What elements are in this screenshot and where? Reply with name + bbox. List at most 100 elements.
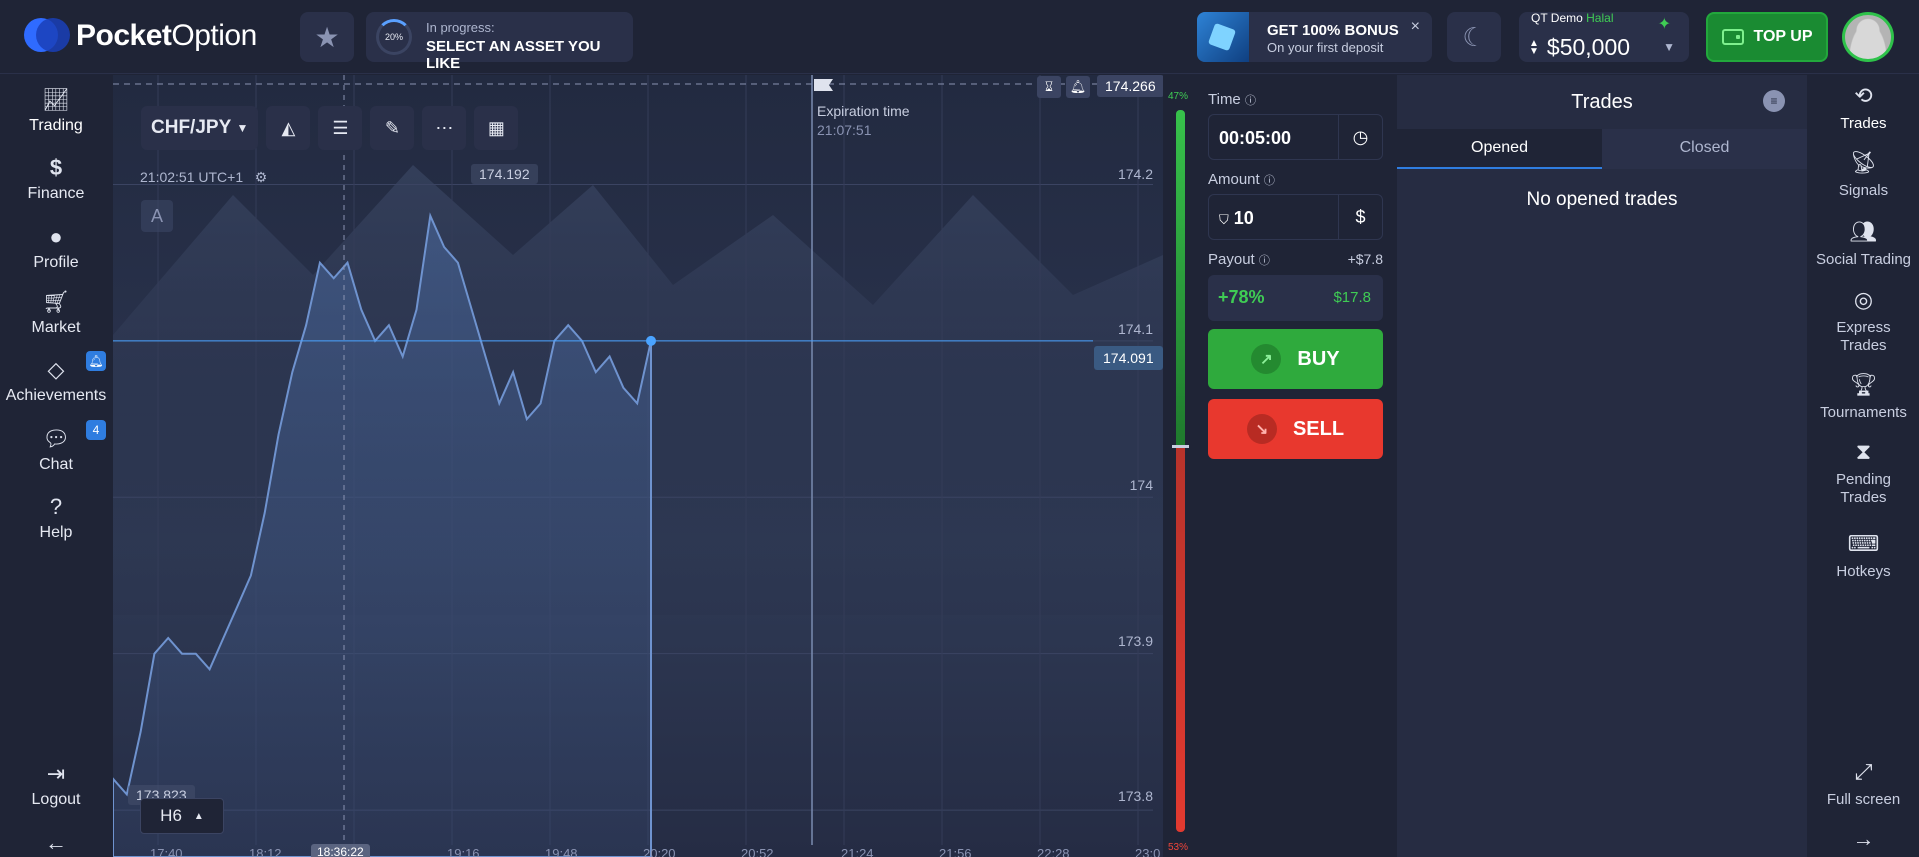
x-tick: 18:12 [249,846,282,857]
gear-icon[interactable]: ⚙ [254,169,268,185]
dollar-circle-icon[interactable]: $ [1338,195,1382,239]
cursor-time-tag: 18:36:22 [311,844,370,857]
fullscreen-icon: ⤢ [1854,759,1873,784]
theme-toggle-button[interactable]: ☾ [1447,12,1501,62]
shield-icon: ⛉ [1219,212,1229,227]
logo[interactable]: PocketOption [24,16,257,56]
help-circle-icon: ⓘ [1244,95,1256,107]
sidebar-item-market[interactable]: 🛒︎ Market [0,289,112,337]
payout-amount: $17.8 [1333,289,1371,306]
sidebar-item-fullscreen[interactable]: ⤢ Full screen [1808,759,1919,809]
avatar[interactable] [1842,12,1894,62]
gift-icon [1197,12,1249,62]
sentiment-down: 53% [1168,842,1189,853]
star-icon: ★ [314,21,340,53]
chat-icon: 💬︎ [42,426,70,451]
notification-bell-icon[interactable]: 🔔︎ [86,351,106,371]
close-icon[interactable]: × [1410,18,1420,35]
payout-box: +78% $17.8 [1208,275,1383,321]
x-tick: 19:48 [545,846,578,857]
sentiment-down-bar [1176,447,1185,832]
left-sidebar: 📈︎ Trading $ Finance ● Profile 🛒︎ Market ◇ Ac… [0,75,112,857]
sidebar-item-signals[interactable]: 📡︎ Signals [1808,152,1919,200]
asset-selector[interactable]: CHF/JPY ▼ [141,106,259,150]
progress-status: In progress: [426,20,495,35]
sidebar-item-express-trades[interactable]: ◎ Express Trades [1808,287,1919,355]
sentiment-up-bar [1176,110,1185,446]
sliders-icon: ☰ [332,117,349,138]
x-tick: 21:56 [939,846,972,857]
payout-profit: +$7.8 [1347,251,1383,267]
timeframe-selector[interactable]: H6 ▲ [140,798,224,834]
price-chart[interactable]: CHF/JPY ▼ ◭ ☰ ✎ ⋯ ▦ 21:02:51 UTC+1 ⚙ A 1… [113,75,1163,857]
sidebar-item-help[interactable]: ? Help [0,494,112,542]
brush-icon: ✎ [384,117,400,138]
clock-icon[interactable]: ◷ [1338,115,1382,159]
bell-icon[interactable]: 🔔︎ [1066,76,1090,98]
amount-input[interactable]: ⛉ 10 $ [1208,194,1383,240]
hourglass-icon: ⧗ [1855,439,1872,464]
progress-task: SELECT AN ASSET YOU LIKE [426,38,601,72]
high-price-tag: 174.192 [471,164,538,184]
buy-button[interactable]: ↗ BUY [1208,329,1383,389]
favorites-button[interactable]: ★ [300,12,354,62]
tab-opened[interactable]: Opened [1397,129,1602,169]
sidebar-item-finance[interactable]: $ Finance [0,155,112,203]
sidebar-item-social-trading[interactable]: 👥︎ Social Trading [1808,219,1919,269]
time-input[interactable]: 00:05:00 ◷ [1208,114,1383,160]
sidebar-item-chat[interactable]: 💬︎ Chat [0,426,112,474]
more-button[interactable]: ⋯ [422,106,467,150]
chart-type-button[interactable]: ◭ [266,106,311,150]
current-price-tag: 174.091 [1094,346,1163,370]
price-area [113,212,652,857]
sidebar-item-profile[interactable]: ● Profile [0,224,112,272]
sidebar-item-trades[interactable]: ⟲ Trades [1808,85,1919,133]
list-icon[interactable]: ≡ [1763,90,1785,112]
x-tick: 17:40 [150,846,183,857]
wallet-icon [1721,29,1744,45]
trophy-icon: 🏆︎ [1849,372,1878,397]
sell-button[interactable]: ↘ SELL [1208,399,1383,459]
diamond-icon: ◇ [47,357,65,382]
chart-toolbar: CHF/JPY ▼ ◭ ☰ ✎ ⋯ ▦ [141,106,519,150]
bonus-title: GET 100% BONUS [1267,22,1399,39]
arrow-up-right-icon: ↗ [1251,344,1282,374]
amount-label: Amount ⓘ [1208,171,1275,188]
grid-icon: ▦ [487,117,505,138]
sidebar-item-hotkeys[interactable]: ⌨ Hotkeys [1808,533,1919,581]
logout-icon: ⇥ [46,761,66,786]
chart-line-icon: 📈︎ [42,87,70,112]
target-icon: ◎ [1853,287,1874,312]
layout-button[interactable]: ▦ [474,106,519,150]
hourglass-icon[interactable]: ⌛︎ [1037,76,1061,98]
social-icon: 👥︎ [1849,219,1878,244]
indicator-letter[interactable]: A [141,200,173,232]
tab-closed[interactable]: Closed [1679,139,1730,156]
sidebar-item-pending-trades[interactable]: ⧗ Pending Trades [1808,439,1919,507]
expand-arrow-icon[interactable]: → [1852,826,1875,851]
trades-tabs: Opened Closed [1397,129,1807,169]
balance-selector[interactable]: QT Demo Halal ▲ ▼ $50,000 ▼ ✦ [1519,11,1689,62]
top-up-button[interactable]: TOP UP [1706,12,1828,62]
y-tick: 174 [1129,477,1153,493]
indicators-button[interactable]: ☰ [318,106,363,150]
progress-card[interactable]: 20% In progress: SELECT AN ASSET YOU LIK… [366,12,633,72]
sidebar-item-tournaments[interactable]: 🏆︎ Tournaments [1808,372,1919,422]
sidebar-item-logout[interactable]: ⇥ Logout [0,761,112,809]
payout-percent: +78% [1218,287,1265,307]
top-price-tag: 174.266 [1097,75,1163,97]
right-sidebar: ⟲ Trades 📡︎ Signals 👥︎ Social Trading ◎ Expr… [1808,75,1919,857]
top-header: PocketOption ★ 20% In progress: SELECT A… [0,0,1919,74]
chevron-down-icon: ▼ [236,121,249,135]
user-icon: ● [49,224,63,249]
collapse-arrow-icon[interactable]: ← [45,830,67,855]
chart-canvas [113,75,1163,857]
x-tick: 20:52 [741,846,774,857]
sidebar-item-achievements[interactable]: ◇ Achievements [0,357,112,405]
bonus-banner[interactable]: GET 100% BONUS On your first deposit × [1197,12,1432,62]
sidebar-item-trading[interactable]: 📈︎ Trading [0,87,112,135]
drawing-button[interactable]: ✎ [370,106,415,150]
y-tick: 173.9 [1117,633,1153,649]
trades-panel: Trades ≡ Opened Closed No opened trades [1397,75,1807,857]
ellipsis-icon: ⋯ [435,117,454,138]
